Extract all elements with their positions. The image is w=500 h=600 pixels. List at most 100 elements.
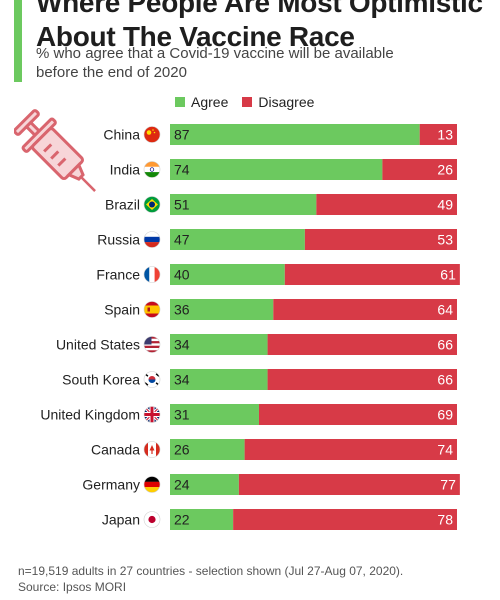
chart-row: Russia 47 53 bbox=[97, 229, 457, 250]
data-label-disagree: 66 bbox=[437, 337, 453, 353]
data-label-disagree: 64 bbox=[437, 302, 453, 318]
bar-disagree bbox=[244, 439, 457, 460]
bar-agree bbox=[170, 369, 268, 390]
bar-disagree bbox=[267, 334, 457, 355]
chart-row: United Kingdom 31 69 bbox=[40, 404, 457, 425]
usa-flag-icon bbox=[143, 336, 161, 353]
china-flag-icon bbox=[143, 126, 161, 143]
france-flag-icon bbox=[143, 266, 161, 283]
bar-agree bbox=[170, 439, 245, 460]
chart-row: United States 34 66 bbox=[56, 334, 457, 355]
bar-agree bbox=[170, 194, 317, 215]
category-label: Canada bbox=[91, 442, 140, 458]
bar-disagree bbox=[316, 194, 457, 215]
brazil-flag-icon bbox=[143, 196, 161, 213]
japan-flag-icon bbox=[143, 511, 161, 528]
bar-chart: China 87 13 India 74 26 Brazil 51 49 Russia 47 53 Fr… bbox=[40, 124, 460, 530]
bar-disagree bbox=[258, 404, 457, 425]
subtitle-line-1: % who agree that a Covid-19 vaccine will… bbox=[36, 45, 394, 62]
data-label-disagree: 61 bbox=[440, 267, 456, 283]
data-label-disagree: 49 bbox=[437, 197, 453, 213]
category-label: South Korea bbox=[62, 372, 140, 388]
bar-agree bbox=[170, 124, 420, 145]
data-label-agree: 47 bbox=[174, 232, 190, 248]
data-label-disagree: 69 bbox=[437, 407, 453, 423]
data-label-disagree: 77 bbox=[440, 477, 456, 493]
bar-disagree bbox=[284, 264, 460, 285]
uk-flag-icon bbox=[143, 406, 161, 423]
category-label: United Kingdom bbox=[40, 407, 140, 423]
bar-disagree bbox=[273, 299, 457, 320]
bar-agree bbox=[170, 264, 285, 285]
bar-agree bbox=[170, 509, 234, 530]
bar-disagree bbox=[304, 229, 457, 250]
bar-agree bbox=[170, 159, 383, 180]
legend-item-agree: Agree bbox=[175, 94, 228, 110]
category-label: Germany bbox=[82, 477, 140, 493]
bar-disagree bbox=[267, 369, 457, 390]
legend-label-agree: Agree bbox=[191, 94, 229, 110]
chart-row: France 40 61 bbox=[96, 264, 460, 285]
south-korea-flag-icon bbox=[143, 371, 161, 388]
bar-agree bbox=[170, 334, 268, 355]
bar-agree bbox=[170, 229, 305, 250]
subtitle-line-2: before the end of 2020 bbox=[36, 64, 187, 81]
bar-agree bbox=[170, 404, 259, 425]
bar-disagree bbox=[233, 509, 457, 530]
bar-agree bbox=[170, 299, 274, 320]
russia-flag-icon bbox=[143, 231, 161, 248]
data-label-agree: 34 bbox=[174, 337, 190, 353]
data-label-agree: 31 bbox=[174, 407, 190, 423]
title-line-2: About The Vaccine Race bbox=[36, 21, 355, 52]
legend-item-disagree: Disagree bbox=[242, 94, 314, 110]
data-label-agree: 36 bbox=[174, 302, 190, 318]
data-label-disagree: 74 bbox=[437, 442, 453, 458]
data-label-agree: 40 bbox=[174, 267, 190, 283]
chart-row: Canada 26 74 bbox=[91, 439, 457, 460]
chart-row: Spain 36 64 bbox=[104, 299, 457, 320]
canada-flag-icon bbox=[143, 441, 161, 458]
legend-swatch-agree bbox=[175, 97, 185, 107]
chart-row: South Korea 34 66 bbox=[62, 369, 457, 390]
bar-disagree bbox=[238, 474, 460, 495]
chart-row: India 74 26 bbox=[110, 159, 457, 180]
footer-note: n=19,519 adults in 27 countries - select… bbox=[18, 564, 404, 578]
bar-agree bbox=[170, 474, 239, 495]
legend: Agree Disagree bbox=[175, 94, 328, 110]
data-label-agree: 74 bbox=[174, 162, 190, 178]
bar-disagree bbox=[382, 159, 457, 180]
spain-flag-icon bbox=[143, 301, 161, 318]
category-label: China bbox=[103, 127, 140, 143]
category-label: France bbox=[96, 267, 140, 283]
category-label: Spain bbox=[104, 302, 140, 318]
legend-swatch-disagree bbox=[242, 97, 253, 107]
chart-row: Brazil 51 49 bbox=[105, 194, 457, 215]
footer-source: Source: Ipsos MORI bbox=[18, 580, 127, 594]
data-label-disagree: 78 bbox=[437, 512, 453, 528]
chart-row: China 87 13 bbox=[103, 124, 457, 145]
data-label-disagree: 13 bbox=[437, 127, 453, 143]
category-label: Brazil bbox=[105, 197, 140, 213]
chart-title: Where People Are Most Optimistic About T… bbox=[36, 0, 500, 54]
category-label: Russia bbox=[97, 232, 140, 248]
legend-label-disagree: Disagree bbox=[258, 94, 315, 110]
syringe-icon bbox=[14, 109, 96, 192]
chart-row: Japan 22 78 bbox=[102, 509, 457, 530]
chart-row: Germany 24 77 bbox=[82, 474, 460, 495]
data-label-disagree: 53 bbox=[437, 232, 453, 248]
data-label-agree: 51 bbox=[174, 197, 190, 213]
data-label-disagree: 66 bbox=[437, 372, 453, 388]
data-label-agree: 26 bbox=[174, 442, 190, 458]
germany-flag-icon bbox=[143, 476, 161, 493]
category-label: United States bbox=[56, 337, 140, 353]
data-label-agree: 24 bbox=[174, 477, 190, 493]
data-label-disagree: 26 bbox=[437, 162, 453, 178]
title-accent-bar bbox=[14, 0, 22, 82]
footer: n=19,519 adults in 27 countries - select… bbox=[18, 563, 403, 595]
bar-disagree bbox=[419, 124, 457, 145]
chart-subtitle: % who agree that a Covid-19 vaccine will… bbox=[36, 44, 476, 82]
india-flag-icon bbox=[143, 161, 161, 178]
data-label-agree: 87 bbox=[174, 127, 190, 143]
category-label: Japan bbox=[102, 512, 140, 528]
data-label-agree: 22 bbox=[174, 512, 190, 528]
